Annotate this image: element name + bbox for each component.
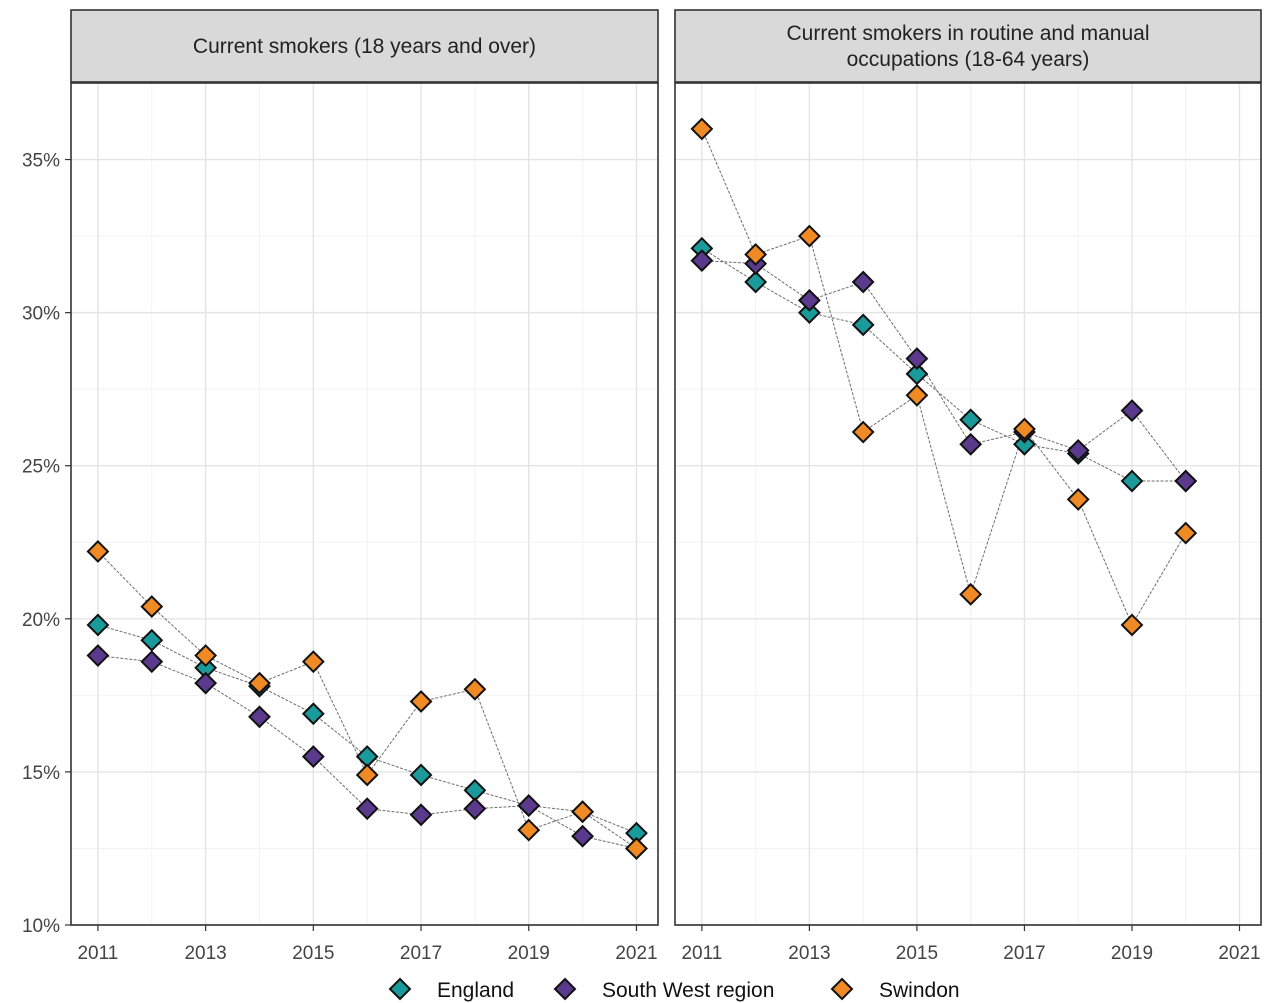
- data-point: [959, 408, 983, 432]
- panel-2: Current smokers in routine and manual occ…: [674, 9, 1262, 964]
- series-line-england: [701, 247, 1186, 482]
- legend-label: South West region: [602, 979, 774, 1002]
- panel-strip: [674, 9, 1262, 83]
- panel-border: [674, 82, 1262, 926]
- x-tick-label: 2015: [896, 943, 938, 964]
- data-point: [1066, 439, 1090, 462]
- data-point: [571, 824, 595, 848]
- data-point: [140, 650, 164, 674]
- data-point: [355, 763, 379, 787]
- x-tick-label: 2013: [788, 943, 830, 964]
- data-point: [1013, 417, 1036, 441]
- series-points: [86, 540, 648, 860]
- x-tick-label: 2019: [508, 943, 550, 964]
- legend-key: [388, 977, 412, 1001]
- data-point: [301, 650, 325, 674]
- panel-title: Current smokers (18 years and over): [193, 35, 536, 58]
- panels: Current smokers (18 years and over) 2011 2…: [70, 9, 1262, 964]
- gridlines: [675, 83, 1261, 926]
- panel-title: Current smokers in routine and manual: [786, 22, 1149, 45]
- data-point: [744, 243, 768, 266]
- legend-label: England: [437, 979, 514, 1002]
- y-tick-label: 15%: [22, 763, 60, 784]
- data-point: [194, 644, 218, 667]
- x-tick-label: 2013: [184, 943, 226, 964]
- data-point: [1120, 469, 1144, 493]
- y-axis: 10% 15% 20% 25% 30% 35%: [22, 151, 71, 937]
- series-lines: [701, 128, 1187, 627]
- data-point: [301, 702, 325, 726]
- legend-label: Swindon: [879, 979, 960, 1002]
- data-point: [517, 818, 541, 842]
- y-tick-label: 35%: [22, 151, 60, 172]
- legend-item: South West region: [553, 977, 774, 1002]
- data-point: [409, 690, 433, 713]
- data-point: [86, 540, 110, 563]
- legend-key: [830, 977, 854, 1001]
- data-point: [797, 224, 821, 248]
- series-line-south-west-region: [701, 260, 1187, 482]
- data-point: [959, 582, 983, 606]
- data-point: [140, 628, 164, 652]
- data-point: [409, 763, 433, 787]
- data-point: [959, 432, 983, 456]
- data-point: [690, 117, 714, 141]
- data-point: [1120, 613, 1144, 637]
- series-points: [690, 117, 1198, 637]
- data-point: [851, 313, 875, 337]
- x-tick-label: 2017: [400, 943, 442, 964]
- data-point: [797, 301, 821, 325]
- data-point: [851, 420, 875, 444]
- x-tick-label: 2019: [1111, 943, 1153, 964]
- data-point: [905, 383, 929, 407]
- y-tick-label: 10%: [22, 916, 60, 937]
- data-point: [1174, 469, 1198, 493]
- data-point: [905, 362, 929, 386]
- y-tick-label: 20%: [22, 610, 60, 631]
- data-point: [1174, 521, 1198, 545]
- data-point: [140, 595, 164, 618]
- data-point: [1013, 432, 1036, 456]
- plot-background: [675, 83, 1261, 925]
- x-tick-label: 2021: [1218, 943, 1260, 964]
- series-line-swindon: [701, 128, 1187, 627]
- data-point: [301, 745, 325, 769]
- legend-item: England: [388, 977, 514, 1002]
- x-tick-label: 2017: [1003, 943, 1045, 964]
- x-tick-label: 2011: [681, 943, 722, 964]
- y-tick-label: 25%: [22, 457, 60, 478]
- data-point: [571, 800, 595, 824]
- data-point: [248, 705, 271, 729]
- x-tick-label: 2021: [615, 943, 657, 964]
- data-point: [744, 270, 768, 294]
- x-tick-label: 2015: [292, 943, 334, 964]
- data-point: [86, 644, 110, 667]
- data-point: [463, 677, 487, 701]
- data-point: [797, 288, 821, 312]
- legend: England South West region Swindon: [388, 977, 960, 1002]
- data-point: [1066, 487, 1090, 511]
- data-point: [86, 613, 110, 637]
- panel-border: [70, 82, 659, 926]
- panel-strip: [70, 9, 659, 83]
- data-point: [1120, 399, 1144, 423]
- data-point: [409, 803, 433, 827]
- data-point: [905, 347, 929, 370]
- data-point: [625, 837, 648, 860]
- panel-title: occupations (18-64 years): [847, 48, 1090, 71]
- data-point: [463, 797, 487, 821]
- data-point: [248, 671, 271, 695]
- panel-1: Current smokers (18 years and over) 2011 2…: [70, 9, 659, 964]
- x-tick-label: 2011: [77, 943, 118, 964]
- y-tick-label: 30%: [22, 304, 60, 325]
- data-point: [851, 270, 875, 294]
- data-point: [517, 794, 541, 818]
- legend-key: [553, 977, 577, 1001]
- data-point: [194, 671, 218, 695]
- data-point: [690, 249, 714, 272]
- plot-background: [71, 83, 658, 925]
- legend-item: Swindon: [830, 977, 960, 1002]
- data-point: [355, 797, 379, 821]
